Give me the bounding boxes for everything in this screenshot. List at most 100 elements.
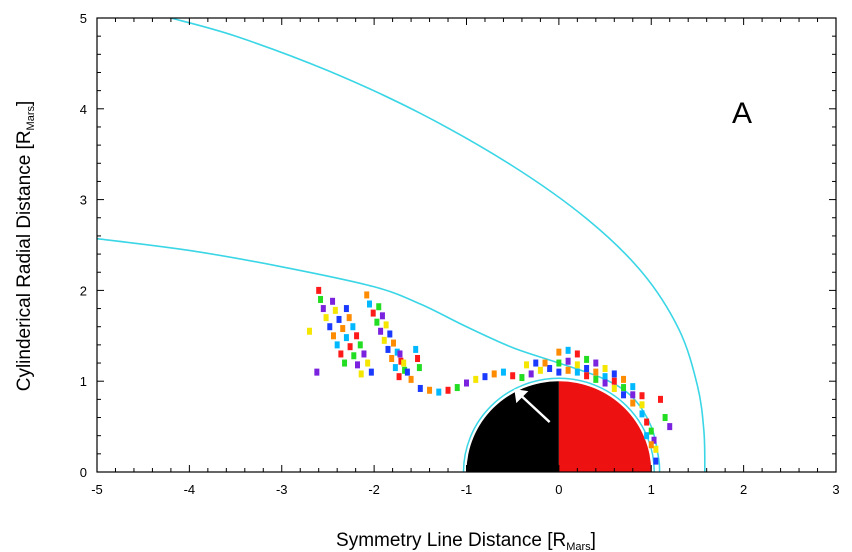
x-tick-label: -5: [91, 482, 103, 497]
data-point: [593, 359, 599, 367]
arrow-shaft: [516, 391, 551, 423]
data-point: [639, 401, 645, 409]
data-point: [401, 359, 407, 367]
arrow-icon: [514, 389, 551, 423]
data-point: [574, 368, 580, 376]
x-tick-label: 3: [832, 482, 839, 497]
data-point: [398, 357, 404, 365]
data-point: [392, 364, 398, 372]
boundary-curves: [97, 18, 706, 472]
data-point: [445, 386, 451, 394]
data-point: [334, 341, 340, 349]
data-point: [565, 366, 571, 374]
data-point: [584, 364, 590, 372]
data-point: [327, 323, 333, 331]
mars-day-side: [558, 381, 652, 472]
plot-frame: [96, 17, 837, 473]
x-tick-label: 0: [555, 482, 562, 497]
data-point: [639, 392, 645, 400]
data-point: [416, 364, 422, 372]
x-tick-label: 2: [740, 482, 747, 497]
data-point: [361, 350, 367, 358]
data-point: [330, 297, 336, 305]
x-tick-label: -4: [184, 482, 196, 497]
data-point: [510, 372, 516, 380]
data-point: [404, 368, 410, 376]
y-axis-title: Cylinderical Radial Distance [RMars]: [14, 101, 37, 392]
data-point: [519, 374, 525, 382]
data-point: [667, 423, 673, 431]
data-point: [611, 370, 617, 378]
data-point: [340, 325, 346, 333]
data-point: [593, 375, 599, 383]
ion-observations: [306, 286, 673, 465]
data-point: [396, 373, 402, 381]
data-point: [338, 350, 344, 358]
data-point: [611, 384, 617, 392]
data-point: [354, 361, 360, 369]
data-point: [408, 375, 414, 383]
data-point: [602, 373, 608, 381]
data-point: [320, 305, 326, 313]
data-point: [332, 306, 338, 314]
data-point: [306, 327, 312, 335]
data-point: [318, 295, 324, 303]
x-tick-label: -1: [461, 482, 473, 497]
data-point: [389, 355, 395, 362]
data-point: [657, 395, 663, 403]
x-tick-label: 1: [648, 482, 655, 497]
mars-outline: [462, 377, 655, 472]
y-axis-ticks: 0 1 2 3 4 5: [80, 11, 836, 480]
mars-night-side: [466, 381, 559, 472]
data-point: [343, 334, 349, 342]
data-point: [528, 370, 534, 378]
data-point: [574, 361, 580, 369]
data-point: [347, 343, 353, 351]
data-point: [644, 418, 650, 426]
y-tick-label: 0: [80, 465, 87, 480]
data-point: [556, 348, 562, 356]
data-point: [584, 372, 590, 380]
data-point: [387, 330, 393, 338]
data-point: [357, 341, 363, 349]
data-point: [621, 391, 627, 399]
data-point: [415, 355, 421, 362]
data-point: [358, 370, 364, 378]
data-point: [343, 305, 349, 313]
y-tick-label: 5: [80, 11, 87, 26]
data-point: [351, 352, 357, 360]
data-point: [593, 368, 599, 376]
data-point: [394, 348, 400, 356]
data-point: [376, 303, 382, 311]
data-point: [574, 350, 580, 358]
x-axis-title: Symmetry Line Distance [RMars]: [336, 530, 596, 552]
data-point: [491, 370, 497, 378]
data-point: [602, 364, 608, 372]
data-point: [413, 345, 419, 353]
data-point: [482, 373, 488, 381]
data-point: [436, 388, 442, 396]
data-point: [565, 357, 571, 365]
data-point: [611, 377, 617, 385]
data-point: [537, 366, 543, 374]
x-tick-label: -2: [368, 482, 380, 497]
data-point: [621, 375, 627, 383]
data-point: [342, 359, 348, 367]
data-point: [464, 379, 469, 387]
data-point: [374, 318, 380, 326]
data-point: [385, 345, 391, 353]
boundary-curve-2: [97, 237, 661, 472]
boundary-curve-1: [170, 18, 706, 472]
data-point: [533, 359, 539, 367]
data-point: [473, 375, 479, 383]
data-point: [602, 379, 608, 387]
y-tick-label: 1: [80, 374, 87, 389]
data-point: [354, 332, 360, 340]
data-point: [662, 414, 668, 422]
data-point: [417, 384, 423, 392]
data-point: [500, 368, 506, 376]
data-point: [653, 445, 659, 453]
data-point: [648, 427, 654, 435]
x-tick-label: -3: [276, 482, 288, 497]
data-point: [630, 399, 636, 407]
